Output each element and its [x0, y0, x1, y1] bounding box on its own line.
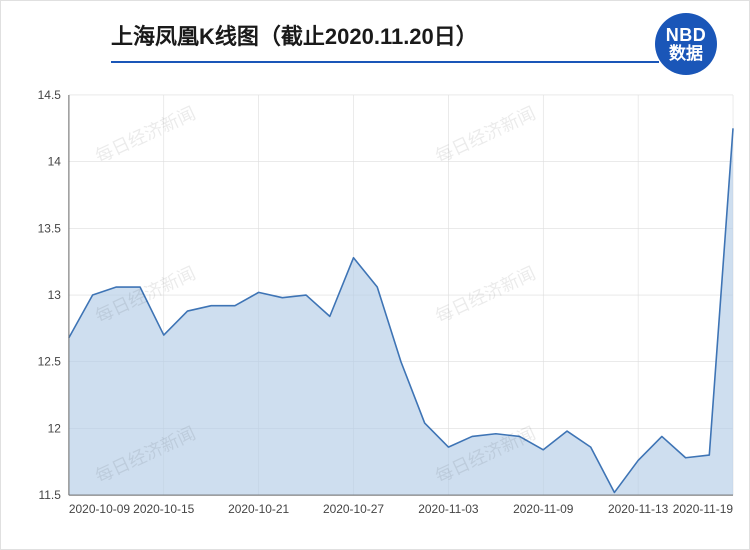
chart-title: 上海凤凰K线图（截止2020.11.20日） [111, 19, 659, 51]
x-tick-label: 2020-11-03 [418, 502, 479, 516]
y-tick-label: 12 [48, 421, 62, 435]
x-tick-label: 2020-10-27 [323, 502, 384, 516]
badge-bottom-text: 数据 [669, 45, 703, 63]
x-tick-label: 2020-11-13 [608, 502, 669, 516]
y-tick-label: 12.5 [38, 355, 62, 369]
title-underline [111, 61, 659, 63]
y-tick-label: 11.5 [39, 488, 62, 502]
y-tick-label: 14.5 [38, 88, 62, 102]
chart-header: 上海凤凰K线图（截止2020.11.20日） [1, 1, 749, 73]
x-tick-label: 2020-11-19 [673, 502, 734, 516]
x-tick-label: 2020-10-21 [228, 502, 289, 516]
y-tick-label: 14 [48, 155, 62, 169]
chart-area: 11.51212.51313.51414.52020-10-092020-10-… [29, 85, 739, 521]
badge-top-text: NBD [666, 26, 707, 45]
x-tick-label: 2020-11-09 [513, 502, 574, 516]
x-tick-label: 2020-10-15 [133, 502, 194, 516]
area-fill [69, 128, 733, 495]
y-tick-label: 13 [48, 288, 62, 302]
nbd-badge: NBD 数据 [655, 13, 717, 75]
area-chart-svg: 11.51212.51313.51414.52020-10-092020-10-… [29, 85, 739, 521]
y-tick-label: 13.5 [38, 221, 62, 235]
x-tick-label: 2020-10-09 [69, 502, 130, 516]
